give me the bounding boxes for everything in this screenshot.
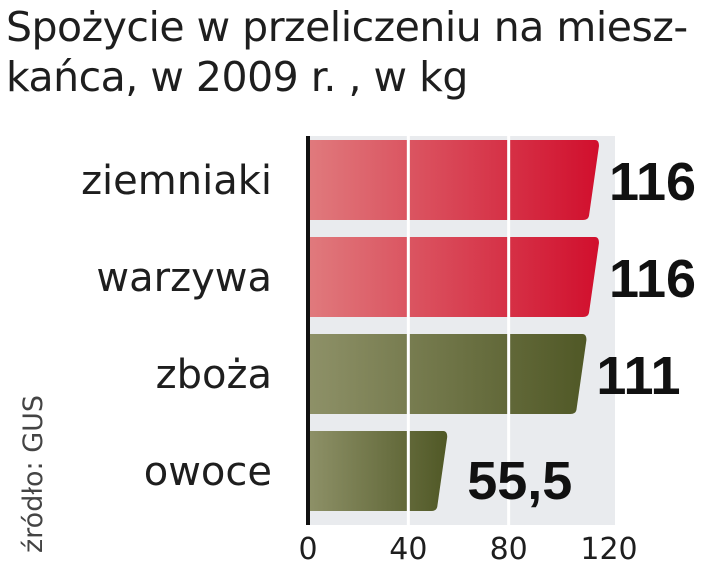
x-tick-label-80: 80 — [490, 532, 528, 566]
x-tick-label-120: 120 — [580, 532, 637, 566]
category-label-zboża: zboża — [156, 352, 272, 398]
bar-owoce — [308, 431, 448, 511]
chart-title-line-1: Spożycie w przeliczeniu na miesz- — [6, 3, 688, 51]
value-label-ziemniaki: 116 — [609, 152, 696, 212]
chart-title: Spożycie w przeliczeniu na miesz- kańca,… — [6, 2, 706, 102]
x-tick-label-0: 0 — [298, 532, 317, 566]
value-label-owoce: 55,5 — [467, 451, 572, 511]
bar-warzywa — [308, 237, 599, 317]
bar-zboża — [308, 334, 587, 414]
category-label-ziemniaki: ziemniaki — [81, 158, 272, 204]
category-label-owoce: owoce — [144, 449, 272, 495]
value-label-zboża: 111 — [596, 346, 680, 406]
chart-title-line-2: kańca, w 2009 r. , w kg — [6, 53, 468, 101]
source-note: źródło: GUS — [18, 394, 49, 553]
value-label-warzywa: 116 — [609, 249, 696, 309]
bar-ziemniaki — [308, 140, 599, 220]
x-tick-label-40: 40 — [389, 532, 427, 566]
category-label-warzywa: warzywa — [96, 255, 272, 301]
